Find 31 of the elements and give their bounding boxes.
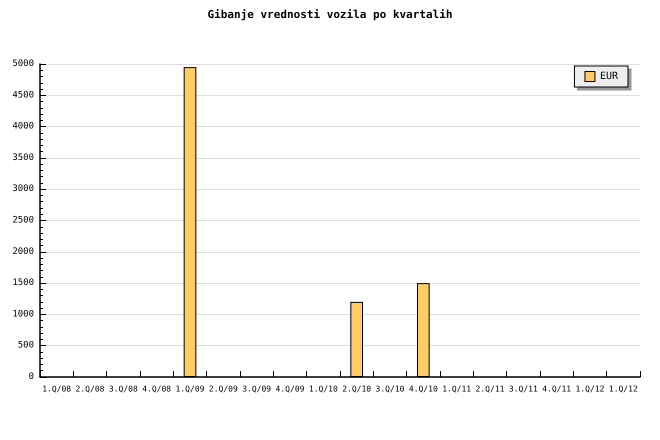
x-tick-label: 1.Q/10 (308, 384, 338, 394)
x-tick-label: 1.Q/12 (608, 384, 638, 394)
y-tick-label: 0 (28, 372, 34, 382)
x-tick-label: 1.Q/12 (576, 384, 605, 394)
x-tick-label: 1.Q/11 (442, 384, 472, 394)
x-tick-label: 2.Q/11 (476, 384, 505, 394)
x-tick-label: 2.Q/10 (342, 384, 372, 394)
x-tick-label: 3.Q/08 (108, 384, 138, 394)
legend-label: EUR (600, 71, 619, 82)
y-tick-label: 1500 (12, 278, 34, 288)
y-tick-label: 5000 (12, 59, 34, 69)
x-tick-label: 4.Q/10 (408, 384, 438, 394)
chart-title: Gibanje vrednosti vozila po kvartalih (207, 8, 453, 21)
x-tick-label: 4.Q/08 (142, 384, 172, 394)
x-tick-label: 1.Q/08 (42, 384, 72, 394)
y-tick-label: 2500 (12, 216, 34, 226)
x-tick-label: 1.Q/09 (176, 384, 205, 394)
y-tick-label: 1000 (12, 309, 34, 320)
y-tick-label: 4500 (12, 90, 34, 100)
y-tick-label: 2000 (12, 246, 34, 257)
x-tick-label: 2.Q/09 (208, 384, 238, 394)
x-tick-label: 3.Q/10 (376, 384, 405, 394)
x-tick-label: 3.Q/11 (508, 384, 538, 394)
y-tick-label: 500 (18, 340, 34, 351)
x-tick-label: 4.Q/09 (276, 384, 305, 394)
y-tick-label: 4000 (12, 122, 34, 132)
y-tick-label: 3000 (12, 184, 34, 194)
x-tick-label: 4.Q/11 (542, 384, 572, 394)
y-tick-label: 3500 (12, 152, 34, 163)
x-tick-label: 2.Q/08 (76, 384, 105, 394)
x-tick-label: 3.Q/09 (242, 384, 272, 394)
